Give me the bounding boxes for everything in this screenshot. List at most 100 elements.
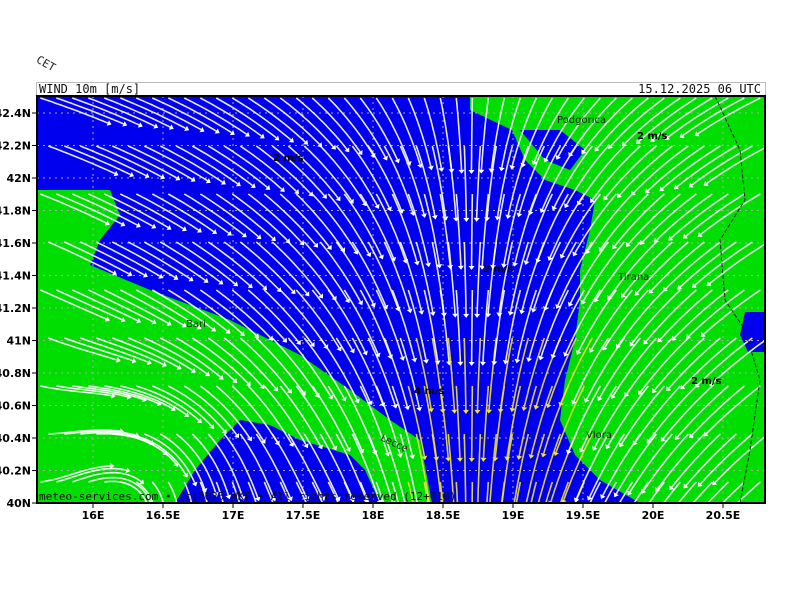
streamline-arrow (528, 454, 535, 459)
city-podgorica: Podgorica (557, 115, 606, 126)
streamline (143, 145, 208, 182)
streamline (537, 193, 569, 260)
streamline (119, 97, 186, 130)
streamline (48, 145, 116, 175)
streamline-arrow (303, 443, 309, 449)
streamline (55, 289, 123, 321)
streamline (199, 289, 257, 336)
streamline-arrow (270, 236, 276, 242)
lon-tick-label: 20E (642, 509, 665, 522)
streamline-arrow (598, 246, 604, 252)
streamline-arrow (590, 197, 596, 203)
streamline (573, 337, 609, 402)
streamline-arrow (625, 241, 631, 247)
streamline-arrow (384, 451, 391, 457)
speed-label: 2 m/s (637, 131, 668, 142)
streamline (470, 194, 474, 266)
streamline (127, 337, 193, 371)
streamline (391, 97, 421, 165)
streamline-arrow (409, 454, 416, 460)
streamline-arrow (694, 382, 700, 388)
streamline (643, 433, 689, 491)
streamline-arrow (234, 433, 240, 439)
streamline (642, 193, 697, 243)
streamline-arrow (566, 449, 572, 455)
streamline-arrow (479, 361, 486, 366)
streamline-arrow (250, 183, 256, 188)
streamline-arrow (526, 357, 533, 362)
streamline (64, 145, 131, 176)
streamline (183, 193, 245, 236)
streamline (40, 465, 111, 483)
streamline (685, 433, 737, 487)
streamline-arrow (600, 494, 606, 499)
streamline-arrow (367, 400, 373, 406)
streamline (335, 241, 374, 305)
streamline-arrow (262, 285, 268, 291)
streamline (682, 337, 737, 388)
streamline (691, 145, 753, 186)
streamline (303, 145, 352, 201)
streamline-arrow (692, 532, 697, 537)
streamline (650, 241, 705, 292)
streamline-arrow (201, 487, 208, 493)
streamline (375, 289, 404, 358)
streamline-arrow (706, 531, 711, 536)
city-tirana: Tirana (617, 272, 649, 283)
streamline (711, 339, 765, 384)
streamline-arrow (654, 237, 659, 243)
streamline (167, 97, 232, 134)
streamline (55, 193, 123, 225)
streamline (634, 385, 681, 443)
streamline (191, 337, 249, 384)
streamline-arrow (146, 359, 152, 365)
streamline-arrow (214, 128, 220, 134)
streamline-arrow (511, 504, 517, 508)
streamline (56, 97, 124, 125)
streamline (104, 97, 171, 128)
speed-label: 2 m/s (273, 153, 304, 164)
streamline-arrow (210, 552, 216, 556)
streamline (662, 385, 713, 440)
streamline (327, 481, 340, 503)
streamline-arrow (205, 178, 211, 184)
streamline (447, 145, 457, 218)
streamline (311, 193, 357, 252)
streamline (327, 385, 363, 451)
streamline (656, 193, 713, 241)
streamline (319, 337, 358, 401)
streamline-arrow (170, 406, 176, 412)
streamline (415, 145, 436, 216)
streamline (470, 98, 474, 171)
streamline (231, 193, 288, 241)
streamline (511, 97, 538, 166)
streamline-arrow (630, 190, 636, 196)
streamline (463, 433, 467, 503)
streamline-arrow (543, 157, 549, 163)
streamline (513, 433, 530, 503)
streamline (391, 289, 416, 359)
streamline-arrow (313, 242, 319, 248)
streamline (692, 481, 713, 503)
streamline (103, 193, 169, 229)
streamline-arrow (615, 343, 621, 349)
streamline-arrow (688, 182, 694, 188)
streamline-arrow (288, 441, 295, 447)
streamline (591, 145, 641, 201)
streamline-arrow (643, 339, 649, 345)
streamline-arrow (468, 265, 475, 270)
streamline (175, 241, 236, 285)
streamline-arrow (555, 303, 561, 309)
streamline (463, 337, 467, 411)
streamline-arrow (395, 550, 401, 555)
streamline (295, 289, 340, 349)
streamline (159, 241, 221, 283)
streamline-arrow (190, 176, 196, 182)
streamline-arrow (274, 135, 280, 141)
streamline (327, 97, 374, 155)
lat-tick-label: 42.2N (0, 140, 31, 153)
streamline (72, 385, 144, 401)
streamline-arrow (613, 492, 619, 498)
streamline-arrow (287, 496, 293, 502)
streamline (239, 337, 291, 391)
